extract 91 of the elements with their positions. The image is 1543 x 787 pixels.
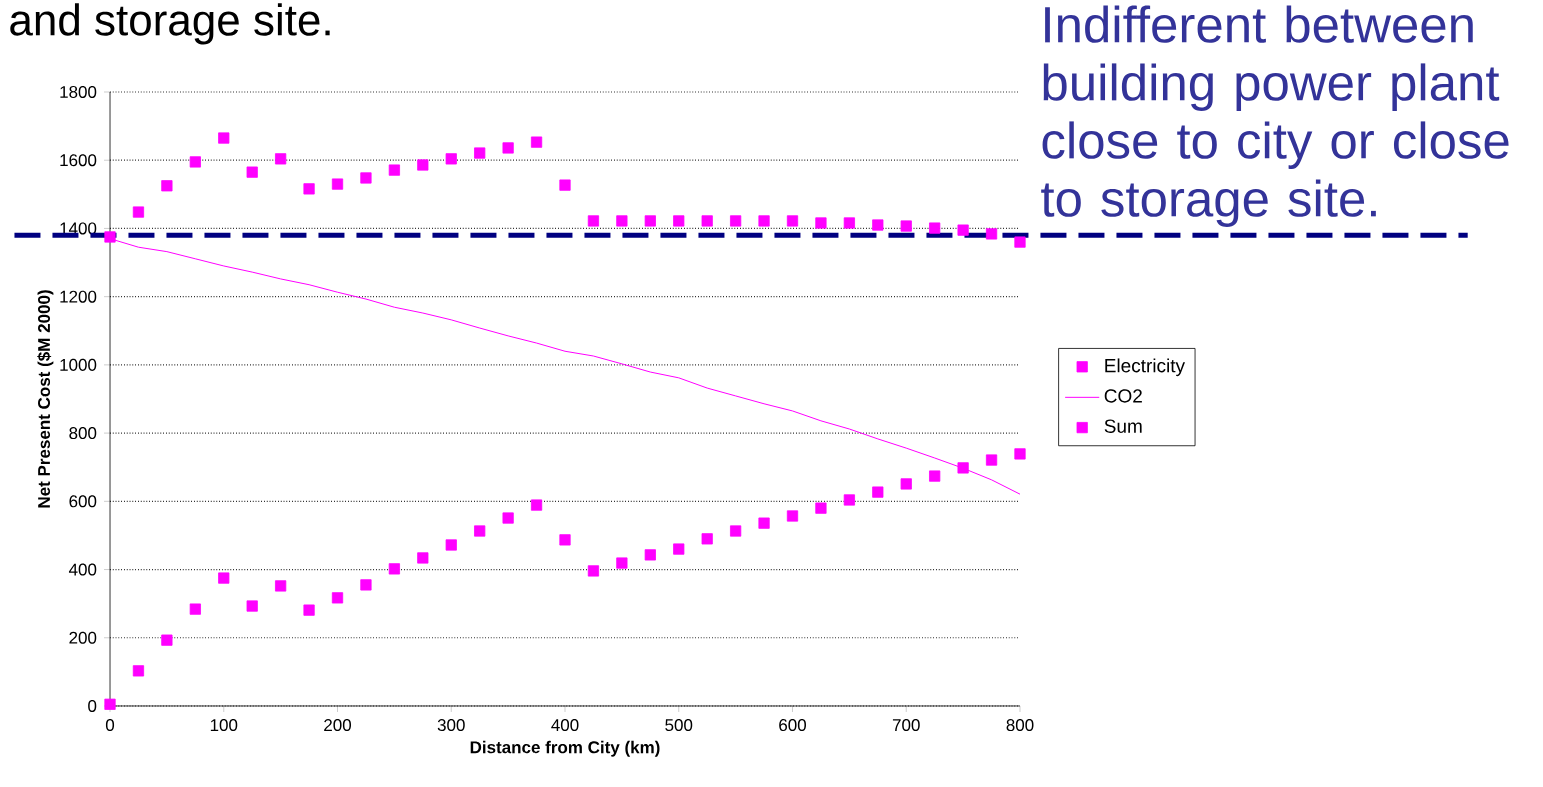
point — [189, 156, 201, 168]
point — [1014, 236, 1026, 248]
x-tick-label: 500 — [665, 719, 693, 732]
x-tick-label: 0 — [105, 719, 115, 732]
point — [701, 533, 713, 545]
point — [559, 179, 571, 191]
point — [331, 178, 344, 190]
legend-label: Electricity — [1105, 358, 1186, 377]
y-tick-label: 800 — [69, 427, 97, 440]
y-tick-label: 1200 — [60, 290, 97, 303]
point — [616, 215, 628, 227]
y-tick-label: 200 — [69, 631, 97, 644]
point — [872, 219, 884, 231]
y-tick-label: 0 — [88, 699, 97, 712]
point — [417, 159, 429, 171]
x-tick-label: 100 — [210, 719, 238, 732]
point — [929, 470, 941, 482]
point — [815, 502, 827, 514]
point — [445, 539, 457, 551]
point — [474, 525, 486, 537]
point — [303, 183, 315, 195]
point — [502, 142, 514, 154]
point — [644, 549, 656, 561]
point — [189, 603, 201, 615]
point — [644, 215, 656, 227]
point — [843, 494, 855, 506]
point — [445, 153, 457, 165]
point — [388, 164, 400, 176]
point — [730, 525, 742, 537]
point — [388, 563, 400, 575]
point — [900, 478, 912, 490]
point — [985, 454, 998, 466]
point — [730, 215, 742, 227]
y-tick-label: 400 — [68, 563, 97, 576]
x-tick-label: 800 — [1006, 719, 1034, 732]
point — [929, 222, 941, 234]
point — [474, 147, 486, 159]
point — [360, 579, 372, 591]
point — [957, 462, 969, 474]
x-tick-label: 300 — [437, 719, 465, 732]
point — [872, 486, 884, 498]
point — [587, 215, 600, 227]
point — [218, 572, 230, 584]
y-tick-label: 1000 — [60, 358, 97, 371]
point — [417, 552, 429, 564]
point — [246, 166, 258, 178]
point — [530, 136, 543, 148]
point — [673, 215, 685, 227]
point — [502, 512, 514, 524]
point — [843, 217, 855, 229]
y-tick-label: 1600 — [60, 154, 97, 167]
point — [246, 600, 258, 612]
point — [758, 517, 770, 529]
point — [331, 592, 344, 604]
point — [1014, 448, 1026, 460]
point — [104, 698, 116, 710]
point — [985, 228, 998, 240]
point — [587, 565, 600, 577]
point — [701, 215, 713, 227]
point — [957, 224, 969, 236]
y-axis-title: Net Present Cost ($M 2000) — [37, 290, 54, 508]
legend-label: CO2 — [1104, 389, 1142, 403]
x-tick-label: 700 — [892, 719, 920, 732]
x-tick-label: 200 — [324, 719, 352, 732]
point — [303, 604, 315, 616]
point — [786, 215, 799, 227]
point — [530, 499, 543, 511]
y-tick-label: 1800 — [60, 85, 97, 98]
point — [815, 217, 827, 229]
point — [673, 543, 685, 555]
text: Indifferent between building power plant close to city or close to storage site. — [1041, 5, 1509, 227]
point — [900, 220, 912, 232]
point — [161, 634, 173, 646]
x-tick-label: 600 — [779, 719, 806, 732]
point — [104, 231, 116, 243]
point — [360, 172, 372, 184]
legend-label: Sum — [1104, 419, 1142, 433]
point — [786, 510, 799, 522]
point — [275, 580, 287, 592]
point — [559, 534, 571, 546]
x-tick-label: 400 — [551, 719, 579, 732]
point — [616, 557, 628, 569]
x-axis-title: Distance from City (km) — [470, 740, 660, 757]
point — [218, 132, 230, 144]
y-tick-label: 600 — [69, 495, 97, 508]
point — [275, 153, 287, 165]
point — [132, 665, 145, 677]
point — [758, 215, 770, 227]
chart-title: and storage site. — [10, 3, 330, 45]
point — [161, 180, 173, 192]
point — [132, 206, 145, 218]
